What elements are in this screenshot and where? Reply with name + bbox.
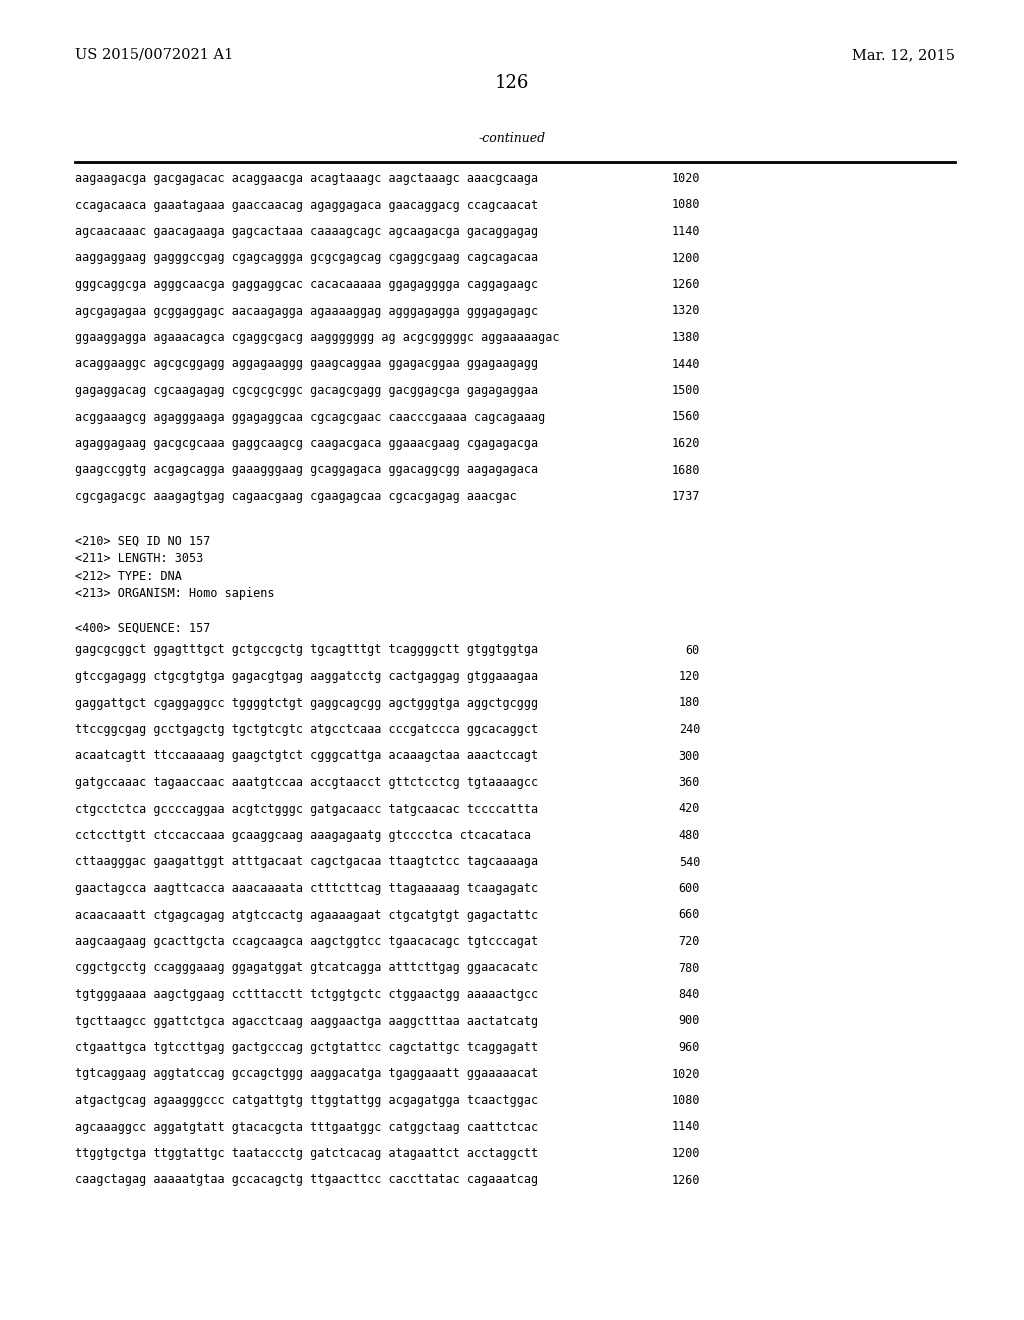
Text: cgcgagacgc aaagagtgag cagaacgaag cgaagagcaa cgcacgagag aaacgac: cgcgagacgc aaagagtgag cagaacgaag cgaagag… <box>75 490 517 503</box>
Text: 840: 840 <box>679 987 700 1001</box>
Text: 240: 240 <box>679 723 700 737</box>
Text: ctgcctctca gccccaggaa acgtctgggc gatgacaacc tatgcaacac tccccattta: ctgcctctca gccccaggaa acgtctgggc gatgaca… <box>75 803 539 816</box>
Text: gatgccaaac tagaaccaac aaatgtccaa accgtaacct gttctcctcg tgtaaaagcc: gatgccaaac tagaaccaac aaatgtccaa accgtaa… <box>75 776 539 789</box>
Text: caagctagag aaaaatgtaa gccacagctg ttgaacttcc caccttatac cagaaatcag: caagctagag aaaaatgtaa gccacagctg ttgaact… <box>75 1173 539 1187</box>
Text: 1140: 1140 <box>672 1121 700 1134</box>
Text: <213> ORGANISM: Homo sapiens: <213> ORGANISM: Homo sapiens <box>75 587 274 601</box>
Text: 360: 360 <box>679 776 700 789</box>
Text: 126: 126 <box>495 74 529 92</box>
Text: agcaaaggcc aggatgtatt gtacacgcta tttgaatggc catggctaag caattctcac: agcaaaggcc aggatgtatt gtacacgcta tttgaat… <box>75 1121 539 1134</box>
Text: tgtgggaaaa aagctggaag cctttacctt tctggtgctc ctggaactgg aaaaactgcc: tgtgggaaaa aagctggaag cctttacctt tctggtg… <box>75 987 539 1001</box>
Text: ggaaggagga agaaacagca cgaggcgacg aaggggggg ag acgcgggggc aggaaaaagac: ggaaggagga agaaacagca cgaggcgacg aaggggg… <box>75 331 559 345</box>
Text: 660: 660 <box>679 908 700 921</box>
Text: -continued: -continued <box>478 132 546 145</box>
Text: cctccttgtt ctccaccaaa gcaaggcaag aaagagaatg gtcccctca ctcacataca: cctccttgtt ctccaccaaa gcaaggcaag aaagaga… <box>75 829 531 842</box>
Text: <210> SEQ ID NO 157: <210> SEQ ID NO 157 <box>75 535 210 548</box>
Text: 1560: 1560 <box>672 411 700 424</box>
Text: 1080: 1080 <box>672 1094 700 1107</box>
Text: tgtcaggaag aggtatccag gccagctggg aaggacatga tgaggaaatt ggaaaaacat: tgtcaggaag aggtatccag gccagctggg aaggaca… <box>75 1068 539 1081</box>
Text: atgactgcag agaagggccc catgattgtg ttggtattgg acgagatgga tcaactggac: atgactgcag agaagggccc catgattgtg ttggtat… <box>75 1094 539 1107</box>
Text: gagaggacag cgcaagagag cgcgcgcggc gacagcgagg gacggagcga gagagaggaa: gagaggacag cgcaagagag cgcgcgcggc gacagcg… <box>75 384 539 397</box>
Text: aagaagacga gacgagacac acaggaacga acagtaaagc aagctaaagc aaacgcaaga: aagaagacga gacgagacac acaggaacga acagtaa… <box>75 172 539 185</box>
Text: 780: 780 <box>679 961 700 974</box>
Text: 180: 180 <box>679 697 700 710</box>
Text: <211> LENGTH: 3053: <211> LENGTH: 3053 <box>75 552 203 565</box>
Text: 1080: 1080 <box>672 198 700 211</box>
Text: acggaaagcg agagggaaga ggagaggcaa cgcagcgaac caacccgaaaa cagcagaaag: acggaaagcg agagggaaga ggagaggcaa cgcagcg… <box>75 411 545 424</box>
Text: 1320: 1320 <box>672 305 700 318</box>
Text: agaggagaag gacgcgcaaa gaggcaagcg caagacgaca ggaaacgaag cgagagacga: agaggagaag gacgcgcaaa gaggcaagcg caagacg… <box>75 437 539 450</box>
Text: tgcttaagcc ggattctgca agacctcaag aaggaactga aaggctttaa aactatcatg: tgcttaagcc ggattctgca agacctcaag aaggaac… <box>75 1015 539 1027</box>
Text: 960: 960 <box>679 1041 700 1053</box>
Text: gaactagcca aagttcacca aaacaaaata ctttcttcag ttagaaaaag tcaagagatc: gaactagcca aagttcacca aaacaaaata ctttctt… <box>75 882 539 895</box>
Text: acaacaaatt ctgagcagag atgtccactg agaaaagaat ctgcatgtgt gagactattc: acaacaaatt ctgagcagag atgtccactg agaaaag… <box>75 908 539 921</box>
Text: 720: 720 <box>679 935 700 948</box>
Text: 1200: 1200 <box>672 1147 700 1160</box>
Text: agcaacaaac gaacagaaga gagcactaaa caaaagcagc agcaagacga gacaggagag: agcaacaaac gaacagaaga gagcactaaa caaaagc… <box>75 224 539 238</box>
Text: 540: 540 <box>679 855 700 869</box>
Text: 120: 120 <box>679 671 700 682</box>
Text: gaagccggtg acgagcagga gaaagggaag gcaggagaca ggacaggcgg aagagagaca: gaagccggtg acgagcagga gaaagggaag gcaggag… <box>75 463 539 477</box>
Text: gagcgcggct ggagtttgct gctgccgctg tgcagtttgt tcaggggctt gtggtggtga: gagcgcggct ggagtttgct gctgccgctg tgcagtt… <box>75 644 539 656</box>
Text: 1680: 1680 <box>672 463 700 477</box>
Text: gaggattgct cgaggaggcc tggggtctgt gaggcagcgg agctgggtga aggctgcggg: gaggattgct cgaggaggcc tggggtctgt gaggcag… <box>75 697 539 710</box>
Text: US 2015/0072021 A1: US 2015/0072021 A1 <box>75 48 233 62</box>
Text: <212> TYPE: DNA: <212> TYPE: DNA <box>75 569 182 582</box>
Text: aagcaagaag gcacttgcta ccagcaagca aagctggtcc tgaacacagc tgtcccagat: aagcaagaag gcacttgcta ccagcaagca aagctgg… <box>75 935 539 948</box>
Text: 60: 60 <box>686 644 700 656</box>
Text: 600: 600 <box>679 882 700 895</box>
Text: agcgagagaa gcggaggagc aacaagagga agaaaaggag agggagagga gggagagagc: agcgagagaa gcggaggagc aacaagagga agaaaag… <box>75 305 539 318</box>
Text: cggctgcctg ccagggaaag ggagatggat gtcatcagga atttcttgag ggaacacatc: cggctgcctg ccagggaaag ggagatggat gtcatca… <box>75 961 539 974</box>
Text: 1020: 1020 <box>672 172 700 185</box>
Text: <400> SEQUENCE: 157: <400> SEQUENCE: 157 <box>75 622 210 635</box>
Text: 480: 480 <box>679 829 700 842</box>
Text: Mar. 12, 2015: Mar. 12, 2015 <box>852 48 955 62</box>
Text: gtccgagagg ctgcgtgtga gagacgtgag aaggatcctg cactgaggag gtggaaagaa: gtccgagagg ctgcgtgtga gagacgtgag aaggatc… <box>75 671 539 682</box>
Text: aaggaggaag gagggccgag cgagcaggga gcgcgagcag cgaggcgaag cagcagacaa: aaggaggaag gagggccgag cgagcaggga gcgcgag… <box>75 252 539 264</box>
Text: 900: 900 <box>679 1015 700 1027</box>
Text: 1140: 1140 <box>672 224 700 238</box>
Text: 1200: 1200 <box>672 252 700 264</box>
Text: 1260: 1260 <box>672 279 700 290</box>
Text: 1440: 1440 <box>672 358 700 371</box>
Text: 1380: 1380 <box>672 331 700 345</box>
Text: 1260: 1260 <box>672 1173 700 1187</box>
Text: 1737: 1737 <box>672 490 700 503</box>
Text: 300: 300 <box>679 750 700 763</box>
Text: 420: 420 <box>679 803 700 816</box>
Text: ttccggcgag gcctgagctg tgctgtcgtc atgcctcaaa cccgatccca ggcacaggct: ttccggcgag gcctgagctg tgctgtcgtc atgcctc… <box>75 723 539 737</box>
Text: ttggtgctga ttggtattgc taataccctg gatctcacag atagaattct acctaggctt: ttggtgctga ttggtattgc taataccctg gatctca… <box>75 1147 539 1160</box>
Text: acaggaaggc agcgcggagg aggagaaggg gaagcaggaa ggagacggaa ggagaagagg: acaggaaggc agcgcggagg aggagaaggg gaagcag… <box>75 358 539 371</box>
Text: 1020: 1020 <box>672 1068 700 1081</box>
Text: 1500: 1500 <box>672 384 700 397</box>
Text: cttaagggac gaagattggt atttgacaat cagctgacaa ttaagtctcc tagcaaaaga: cttaagggac gaagattggt atttgacaat cagctga… <box>75 855 539 869</box>
Text: gggcaggcga agggcaacga gaggaggcac cacacaaaaa ggagagggga caggagaagc: gggcaggcga agggcaacga gaggaggcac cacacaa… <box>75 279 539 290</box>
Text: ccagacaaca gaaatagaaa gaaccaacag agaggagaca gaacaggacg ccagcaacat: ccagacaaca gaaatagaaa gaaccaacag agaggag… <box>75 198 539 211</box>
Text: ctgaattgca tgtccttgag gactgcccag gctgtattcc cagctattgc tcaggagatt: ctgaattgca tgtccttgag gactgcccag gctgtat… <box>75 1041 539 1053</box>
Text: acaatcagtt ttccaaaaag gaagctgtct cgggcattga acaaagctaa aaactccagt: acaatcagtt ttccaaaaag gaagctgtct cgggcat… <box>75 750 539 763</box>
Text: 1620: 1620 <box>672 437 700 450</box>
